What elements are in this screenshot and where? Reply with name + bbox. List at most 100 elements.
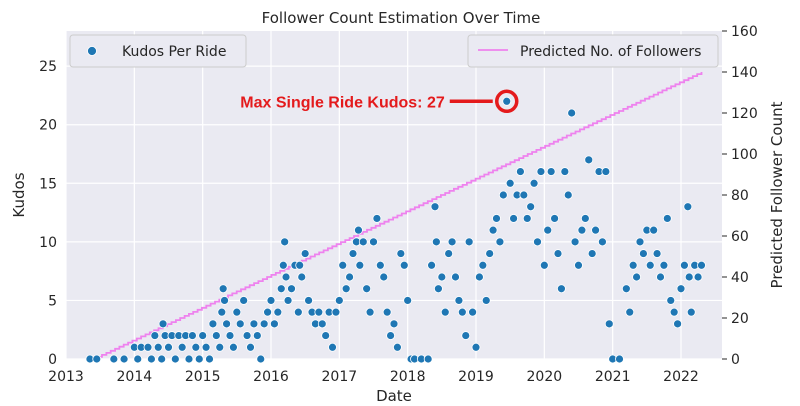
kudos-point bbox=[158, 319, 168, 329]
kudos-point bbox=[502, 96, 512, 106]
kudos-point bbox=[295, 260, 305, 270]
kudos-point bbox=[481, 296, 491, 305]
kudos-point bbox=[246, 342, 255, 352]
kudos-point bbox=[430, 202, 440, 212]
kudos-point bbox=[293, 307, 303, 317]
y-tick-label: 10 bbox=[39, 235, 57, 251]
kudos-point bbox=[628, 260, 638, 270]
kudos-point bbox=[334, 296, 344, 305]
x-tick-label: 2013 bbox=[48, 369, 84, 385]
kudos-point bbox=[358, 237, 368, 247]
kudos-point bbox=[563, 190, 573, 200]
kudos-point bbox=[550, 214, 559, 223]
kudos-point bbox=[225, 331, 235, 340]
kudos-point bbox=[516, 167, 525, 176]
kudos-point bbox=[625, 307, 635, 317]
kudos-point bbox=[270, 319, 279, 329]
kudos-point bbox=[645, 260, 655, 270]
legend-followers-label: Predicted No. of Followers bbox=[520, 44, 701, 60]
kudos-point bbox=[560, 167, 570, 176]
kudos-point bbox=[147, 354, 156, 364]
kudos-point bbox=[177, 342, 187, 352]
kudos-point bbox=[278, 260, 288, 270]
y2-tick-label: 40 bbox=[731, 270, 749, 286]
kudos-point bbox=[447, 237, 457, 247]
kudos-point bbox=[338, 260, 348, 270]
kudos-point bbox=[396, 249, 406, 258]
kudos-point bbox=[536, 167, 546, 176]
kudos-point bbox=[639, 249, 648, 258]
kudos-point bbox=[119, 354, 129, 364]
kudos-point bbox=[444, 249, 454, 258]
kudos-point bbox=[365, 307, 375, 317]
kudos-point bbox=[591, 225, 600, 235]
kudos-point bbox=[403, 296, 413, 305]
kudos-point bbox=[109, 354, 119, 364]
kudos-point bbox=[191, 342, 201, 352]
kudos-point bbox=[375, 260, 385, 270]
kudos-point bbox=[164, 342, 173, 352]
kudos-point bbox=[604, 319, 614, 329]
kudos-point bbox=[92, 354, 102, 364]
kudos-point bbox=[242, 331, 252, 340]
kudos-point bbox=[393, 342, 402, 352]
kudos-point bbox=[208, 319, 218, 329]
kudos-point bbox=[669, 307, 679, 317]
kudos-point bbox=[184, 354, 194, 364]
kudos-point bbox=[266, 296, 276, 305]
kudos-point bbox=[239, 296, 249, 305]
y2-tick-label: 80 bbox=[731, 188, 749, 204]
kudos-point bbox=[509, 214, 518, 223]
kudos-point bbox=[256, 354, 266, 364]
kudos-point bbox=[666, 296, 676, 305]
x-tick-label: 2022 bbox=[663, 369, 699, 385]
kudos-point bbox=[348, 249, 358, 258]
kudos-point bbox=[587, 249, 597, 258]
kudos-point bbox=[220, 296, 229, 305]
x-tick-label: 2020 bbox=[527, 369, 563, 385]
y2-axis-label: Predicted Follower Count bbox=[768, 101, 786, 288]
kudos-point bbox=[488, 225, 498, 235]
kudos-point bbox=[372, 214, 382, 223]
kudos-point bbox=[434, 284, 443, 294]
kudos-point bbox=[218, 284, 228, 294]
kudos-point bbox=[345, 272, 354, 282]
y2-tick-label: 0 bbox=[731, 352, 740, 368]
kudos-point bbox=[652, 249, 662, 258]
y-axis-label: Kudos bbox=[10, 172, 28, 217]
kudos-point bbox=[273, 307, 283, 317]
kudos-point bbox=[519, 190, 529, 200]
y-tick-label: 25 bbox=[39, 59, 57, 75]
kudos-point bbox=[235, 319, 245, 329]
kudos-point bbox=[567, 108, 577, 118]
y2-tick-label: 100 bbox=[731, 147, 758, 163]
kudos-point bbox=[283, 296, 293, 305]
kudos-point bbox=[546, 167, 556, 176]
kudos-point bbox=[570, 237, 580, 247]
kudos-point bbox=[252, 331, 262, 340]
kudos-point bbox=[451, 272, 460, 282]
legend-kudos-box bbox=[69, 34, 247, 68]
kudos-point bbox=[464, 237, 474, 247]
kudos-point bbox=[693, 272, 703, 282]
kudos-point bbox=[229, 342, 238, 352]
kudos-point bbox=[522, 214, 532, 223]
kudos-point bbox=[369, 237, 378, 247]
kudos-point bbox=[539, 260, 549, 270]
kudos-point bbox=[454, 296, 464, 305]
kudos-point bbox=[686, 307, 696, 317]
kudos-point bbox=[157, 354, 167, 364]
kudos-point bbox=[656, 272, 665, 282]
kudos-point bbox=[468, 307, 477, 317]
kudos-point bbox=[280, 237, 290, 247]
kudos-point bbox=[222, 319, 231, 329]
kudos-point bbox=[217, 307, 227, 317]
y2-tick-label: 140 bbox=[731, 65, 758, 81]
legend-kudos-marker bbox=[87, 46, 97, 56]
kudos-point bbox=[232, 307, 242, 317]
annotation-label: Max Single Ride Kudos: 27 bbox=[240, 94, 445, 111]
kudos-point bbox=[287, 284, 296, 294]
kudos-point bbox=[389, 319, 399, 329]
kudos-point bbox=[205, 354, 214, 364]
kudos-point bbox=[684, 272, 694, 282]
